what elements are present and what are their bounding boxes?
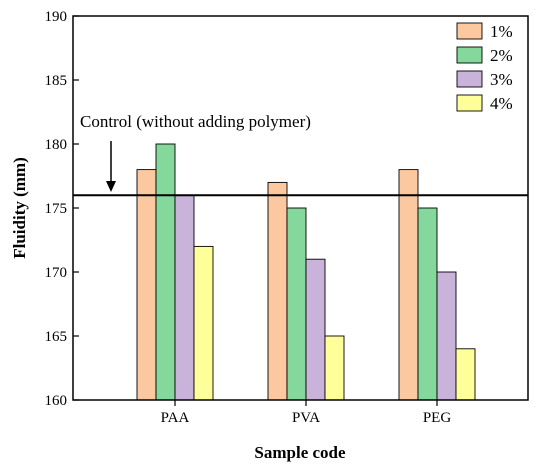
bar-pva-4pct [324, 335, 345, 401]
y-axis-ticks: 160 165 170 175 180 185 190 [45, 9, 79, 409]
bar-pva-1pct [267, 181, 288, 401]
bar-paa-1pct [136, 169, 157, 401]
legend-swatch [456, 94, 483, 112]
y-tick-label: 185 [45, 73, 68, 89]
bar-paa-3pct [174, 194, 195, 401]
x-tick-label: PEG [423, 410, 452, 426]
bar-pva-3pct [305, 258, 326, 401]
legend: 1% 2% 3% 4% [456, 22, 513, 113]
y-axis-label: Fluidity (mm) [10, 157, 29, 259]
legend-label: 1% [490, 22, 513, 41]
legend-swatch [456, 46, 483, 64]
y-tick-label: 170 [45, 265, 68, 281]
y-tick-label: 165 [45, 329, 68, 345]
plot-frame [72, 15, 529, 401]
y-tick-label: 190 [45, 9, 68, 25]
bar-peg-1pct [398, 169, 419, 401]
bar-pva-2pct [286, 207, 307, 401]
y-tick-label: 175 [45, 201, 68, 217]
x-tick-label: PVA [292, 410, 320, 426]
legend-swatch [456, 70, 483, 88]
control-annotation: Control (without adding polymer) [80, 112, 311, 131]
bar-peg-4pct [455, 348, 476, 401]
legend-label: 4% [490, 94, 513, 113]
legend-label: 2% [490, 46, 513, 65]
y-tick-label: 180 [45, 137, 68, 153]
x-axis-label: Sample code [254, 443, 346, 462]
legend-label: 3% [490, 70, 513, 89]
bar-peg-2pct [417, 207, 438, 401]
down-arrow-icon [106, 141, 116, 192]
legend-swatch [456, 22, 483, 40]
bar-group [136, 143, 476, 401]
bar-peg-3pct [436, 271, 457, 401]
bar-paa-4pct [193, 245, 214, 401]
bar-paa-2pct [155, 143, 176, 401]
y-tick-label: 160 [45, 393, 68, 409]
x-tick-label: PAA [161, 410, 190, 426]
x-axis-ticks: PAA PVA PEG [161, 400, 452, 426]
